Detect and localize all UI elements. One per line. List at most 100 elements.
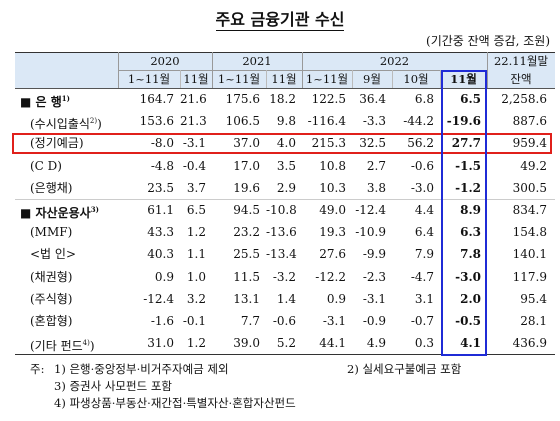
highlight-row: [12, 133, 552, 154]
cell: 21.3: [180, 114, 207, 129]
cell: -3.0: [410, 180, 434, 195]
cell: -0.1: [182, 314, 206, 328]
rule: [15, 354, 555, 356]
highlight-column: [441, 70, 487, 357]
balance-header: 22.11월말: [493, 54, 549, 68]
cell: 106.5: [225, 114, 260, 129]
cell: 10.8: [319, 158, 346, 173]
row-label-text: (C D): [30, 158, 62, 173]
cell: -0.6: [272, 314, 296, 328]
cell: 61.1: [147, 203, 174, 217]
cell: -44.2: [403, 114, 434, 129]
row-label-text: (주식형): [30, 291, 73, 306]
cell: 18.2: [269, 92, 296, 106]
cell: 6.3: [460, 225, 481, 240]
sub-header: 11월: [183, 72, 209, 86]
cell: -10.9: [355, 225, 386, 240]
cell: 2,258.6: [501, 92, 547, 106]
row-label-text: (MMF): [30, 225, 73, 240]
cell: 1.0: [186, 269, 206, 284]
year-header: 2020: [150, 54, 180, 68]
unit-note: (기간중 잔액 증감, 조원): [426, 34, 550, 48]
sub-header: 11월: [271, 72, 297, 86]
rule: [15, 199, 555, 200]
title: 주요 금융기관 수신: [0, 6, 560, 31]
title-text: 주요 금융기관 수신: [215, 10, 345, 31]
row-label: ■ 은 행1): [20, 88, 70, 113]
cell: 23.5: [147, 180, 174, 195]
cell: 21.6: [180, 92, 207, 106]
row-label: (수시입출식2)): [30, 110, 102, 135]
cell: 0.3: [414, 336, 434, 351]
cell: 1.4: [276, 291, 296, 306]
cell: 95.4: [520, 291, 547, 306]
row-label: (C D): [30, 155, 62, 177]
footnote: 1) 은행·중앙정부·비거주자예금 제외: [54, 362, 229, 376]
cell: 6.8: [414, 92, 434, 106]
cell: 122.5: [311, 92, 346, 106]
cell: 3.1: [414, 291, 434, 306]
cell: 19.6: [233, 180, 260, 195]
cell: 31.0: [147, 336, 174, 351]
cell: 8.9: [460, 203, 481, 217]
cell: -3.1: [362, 291, 386, 306]
cell: -12.4: [355, 203, 386, 217]
row-label-tail: ): [97, 117, 102, 132]
cell: 19.3: [319, 225, 346, 240]
cell: -19.6: [446, 114, 481, 129]
rule: [352, 70, 353, 88]
cell: 7.8: [460, 247, 481, 262]
rule: [15, 88, 555, 89]
cell: -2.3: [362, 269, 386, 284]
cell: -12.4: [143, 291, 174, 306]
cell: 56.2: [407, 136, 434, 151]
row-label: (채권형): [30, 266, 72, 288]
rule: [440, 70, 441, 88]
cell: 1.1: [186, 247, 206, 262]
cell: 834.7: [512, 203, 547, 217]
row-label: (주식형): [30, 288, 72, 310]
cell: -0.4: [182, 158, 206, 173]
row-label-text: (기타 펀드: [30, 339, 83, 354]
cell: 164.7: [139, 92, 174, 106]
cell: 25.5: [233, 247, 260, 262]
cell: 10.3: [319, 180, 346, 195]
cell: 0.9: [326, 291, 346, 306]
row-label: <법 인>: [30, 243, 76, 265]
footnote-ref: 1): [61, 94, 70, 103]
footnote-ref: 4): [82, 339, 90, 348]
cell: 215.3: [311, 136, 346, 151]
cell: 4.0: [276, 136, 296, 151]
sub-header: 10월: [403, 72, 429, 86]
sub-header: 1~11월: [305, 72, 349, 86]
cell: 17.0: [233, 158, 260, 173]
footnote-ref: 3): [90, 205, 99, 214]
row-label: (은행채): [30, 177, 72, 199]
cell: 3.7: [186, 180, 206, 195]
footnote: 4) 파생상품·부동산·재간접·특별자산·혼합자산펀드: [54, 396, 296, 410]
cell: -0.6: [410, 158, 434, 173]
cell: -4.7: [410, 269, 434, 284]
cell: 11.5: [233, 269, 260, 284]
cell: 44.1: [319, 336, 346, 351]
rule: [118, 52, 119, 88]
row-label-text: (수시입출식: [30, 117, 90, 132]
cell: 5.2: [276, 336, 296, 351]
cell: 3.5: [276, 158, 296, 173]
cell: 2.7: [366, 158, 386, 173]
cell: 39.0: [233, 336, 260, 351]
row-label-text: (혼합형): [30, 314, 73, 328]
cell: 6.5: [460, 92, 481, 106]
cell: -8.0: [150, 136, 174, 151]
rule: [487, 52, 488, 88]
footnote-prefix: 주:: [30, 362, 45, 376]
cell: -13.6: [266, 225, 297, 240]
cell: 37.0: [233, 136, 260, 151]
cell: -3.1: [322, 314, 346, 328]
cell: -12.2: [315, 269, 346, 284]
cell: -3.2: [272, 269, 296, 284]
sub-header: 9월: [363, 72, 381, 86]
cell: 1.2: [186, 225, 206, 240]
sub-header: 11월: [450, 72, 477, 86]
